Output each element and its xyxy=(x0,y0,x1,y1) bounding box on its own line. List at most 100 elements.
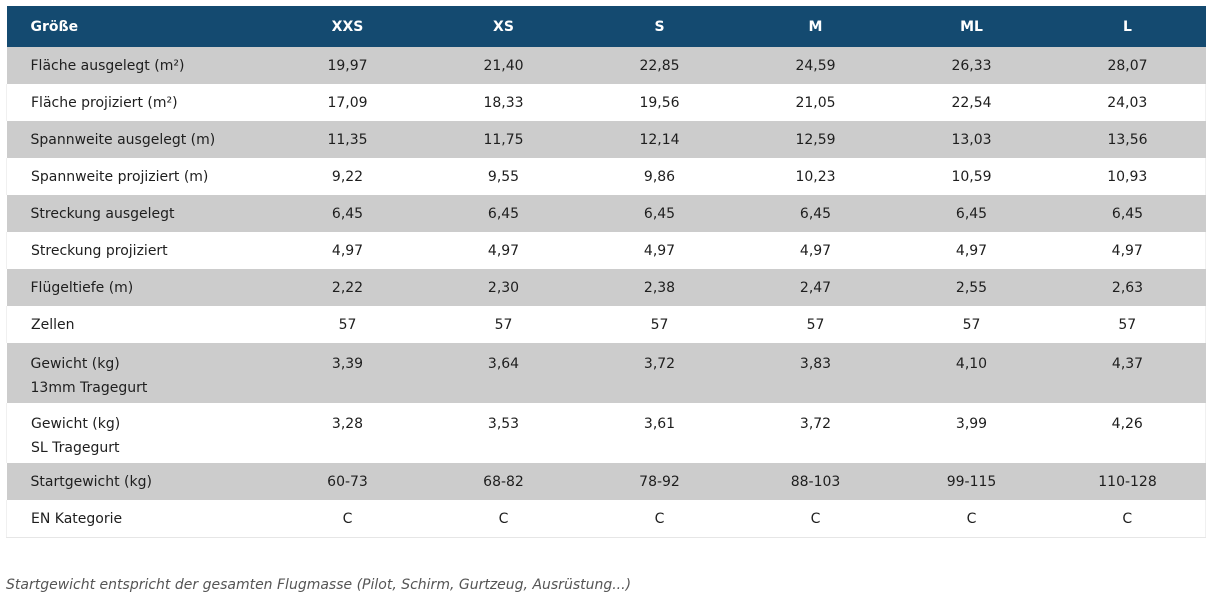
header-size-s: S xyxy=(581,6,738,47)
table-cell: 11,75 xyxy=(425,121,582,158)
footnote: Startgewicht entspricht der gesamten Flu… xyxy=(6,577,632,593)
table-cell: 3,53 xyxy=(425,403,582,463)
row-label-text: Streckung projiziert xyxy=(31,242,168,259)
row-label: Streckung projiziert xyxy=(6,232,270,269)
table-cell: 99-115 xyxy=(893,463,1050,500)
table-cell: 10,59 xyxy=(893,158,1050,195)
row-label: Streckung ausgelegt xyxy=(6,195,270,232)
table-cell: 22,85 xyxy=(581,47,738,84)
row-label-subtext: 13mm Tragegurt xyxy=(30,380,148,396)
table-cell: 4,97 xyxy=(737,232,894,269)
table-cell: 9,22 xyxy=(269,158,426,195)
row-label-text: Zellen xyxy=(31,316,75,333)
table-cell: 9,86 xyxy=(581,158,738,195)
table-cell: 21,05 xyxy=(737,84,894,121)
table-cell: 6,45 xyxy=(737,195,894,232)
table-row: Fläche projiziert (m²) 17,09 18,33 19,56 21,… xyxy=(6,84,1206,121)
table-cell: 57 xyxy=(269,306,426,343)
row-label-text: Startgewicht (kg) xyxy=(30,473,152,490)
row-label: Startgewicht (kg) xyxy=(6,463,270,500)
row-label-text: Gewicht (kg) xyxy=(30,356,120,372)
table-cell: 28,07 xyxy=(1049,47,1206,84)
table-cell: 11,35 xyxy=(269,121,426,158)
table-cell: 6,45 xyxy=(893,195,1050,232)
table-cell: 2,30 xyxy=(425,269,582,306)
table-cell: 21,40 xyxy=(425,47,582,84)
table-cell: 57 xyxy=(893,306,1050,343)
table-row: Zellen 57 57 57 57 57 57 xyxy=(6,306,1206,343)
table-cell: 26,33 xyxy=(893,47,1050,84)
table-cell: 3,72 xyxy=(581,343,738,403)
row-label: Spannweite ausgelegt (m) xyxy=(6,121,270,158)
table-cell: 10,93 xyxy=(1049,158,1206,195)
table-cell: 19,97 xyxy=(269,47,426,84)
row-label-text: Fläche ausgelegt (m²) xyxy=(30,57,185,74)
table-cell: 57 xyxy=(581,306,738,343)
row-label-text: Spannweite projiziert (m) xyxy=(31,168,209,185)
row-label-text: Spannweite ausgelegt (m) xyxy=(30,131,216,148)
table-cell: 17,09 xyxy=(269,84,426,121)
table-cell: 6,45 xyxy=(269,195,426,232)
table-row: Flügeltiefe (m) 2,22 2,30 2,38 2,47 2,55 2,63 xyxy=(6,269,1206,306)
table-cell: 6,45 xyxy=(425,195,582,232)
table-cell: 4,10 xyxy=(893,343,1050,403)
row-label: Spannweite projiziert (m) xyxy=(6,158,270,195)
table-cell: 3,83 xyxy=(737,343,894,403)
row-label-text: Gewicht (kg) xyxy=(31,416,121,432)
table-cell: 6,45 xyxy=(1049,195,1206,232)
table-cell: 110-128 xyxy=(1049,463,1206,500)
table-cell: C xyxy=(893,500,1050,538)
header-size-m: M xyxy=(737,6,894,47)
table-cell: 24,03 xyxy=(1049,84,1206,121)
table-cell: 3,64 xyxy=(425,343,582,403)
table-cell: 18,33 xyxy=(425,84,582,121)
row-label: EN Kategorie xyxy=(6,500,270,538)
table-row: Spannweite projiziert (m) 9,22 9,55 9,86 10,… xyxy=(6,158,1206,195)
table-row: EN Kategorie C C C C C C xyxy=(6,500,1206,538)
table-cell: 12,14 xyxy=(581,121,738,158)
row-label: Zellen xyxy=(6,306,270,343)
table-cell: 22,54 xyxy=(893,84,1050,121)
table-cell: 3,99 xyxy=(893,403,1050,463)
row-label-text: Fläche projiziert (m²) xyxy=(31,94,178,111)
table-cell: 19,56 xyxy=(581,84,738,121)
table-cell: 13,03 xyxy=(893,121,1050,158)
table-cell: 4,26 xyxy=(1049,403,1206,463)
table-cell: 6,45 xyxy=(581,195,738,232)
table-cell: 4,37 xyxy=(1049,343,1206,403)
table-cell: C xyxy=(425,500,582,538)
table-cell: 4,97 xyxy=(1049,232,1206,269)
table-cell: 3,61 xyxy=(581,403,738,463)
table-cell: C xyxy=(269,500,426,538)
table-row: Gewicht (kg) SL Tragegurt 3,28 3,53 3,61 3,72… xyxy=(6,403,1206,463)
table-row: Streckung projiziert 4,97 4,97 4,97 4,97 4,97… xyxy=(6,232,1206,269)
table-cell: C xyxy=(737,500,894,538)
table-cell: 57 xyxy=(425,306,582,343)
row-label: Flügeltiefe (m) xyxy=(6,269,270,306)
table-cell: 2,55 xyxy=(893,269,1050,306)
table-cell: 2,22 xyxy=(269,269,426,306)
table-cell: 68-82 xyxy=(425,463,582,500)
header-size-l: L xyxy=(1049,6,1206,47)
table-cell: 57 xyxy=(1049,306,1206,343)
table-row: Fläche ausgelegt (m²) 19,97 21,40 22,85 24,5… xyxy=(6,47,1206,84)
table-row: Gewicht (kg) 13mm Tragegurt 3,39 3,64 3,72 3,… xyxy=(6,343,1206,403)
table-cell: 3,28 xyxy=(269,403,426,463)
table-cell: 12,59 xyxy=(737,121,894,158)
table-cell: 3,39 xyxy=(269,343,426,403)
table-cell: 3,72 xyxy=(737,403,894,463)
table-header: Größe XXS XS S M ML L xyxy=(6,6,1206,47)
table-cell: 4,97 xyxy=(269,232,426,269)
row-label: Gewicht (kg) 13mm Tragegurt xyxy=(6,343,270,403)
table-cell: 2,47 xyxy=(737,269,894,306)
table-row: Startgewicht (kg) 60-73 68-82 78-92 88-103 99… xyxy=(6,463,1206,500)
table-cell: 78-92 xyxy=(581,463,738,500)
table-cell: 4,97 xyxy=(581,232,738,269)
size-spec-table: Größe XXS XS S M ML L Fläche ausgelegt (… xyxy=(6,6,1206,538)
row-label-text: EN Kategorie xyxy=(31,510,123,527)
header-size-ml: ML xyxy=(893,6,1050,47)
table-cell: 4,97 xyxy=(893,232,1050,269)
header-row: Größe XXS XS S M ML L xyxy=(6,6,1206,47)
table-body: Fläche ausgelegt (m²) 19,97 21,40 22,85 24,5… xyxy=(6,47,1206,538)
table-cell: 9,55 xyxy=(425,158,582,195)
